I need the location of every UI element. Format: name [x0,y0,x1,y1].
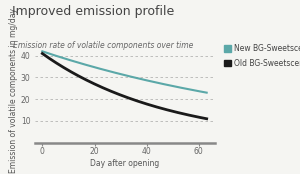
Legend: New BG-Sweetscent, Old BG-Sweetscent: New BG-Sweetscent, Old BG-Sweetscent [224,44,300,68]
X-axis label: Day after opening: Day after opening [90,159,159,168]
Text: Emission rate of volatile components over time: Emission rate of volatile components ove… [13,41,193,50]
Y-axis label: Emission of volatile components in mg/day: Emission of volatile components in mg/da… [9,8,18,173]
Text: Improved emission profile: Improved emission profile [12,5,174,18]
